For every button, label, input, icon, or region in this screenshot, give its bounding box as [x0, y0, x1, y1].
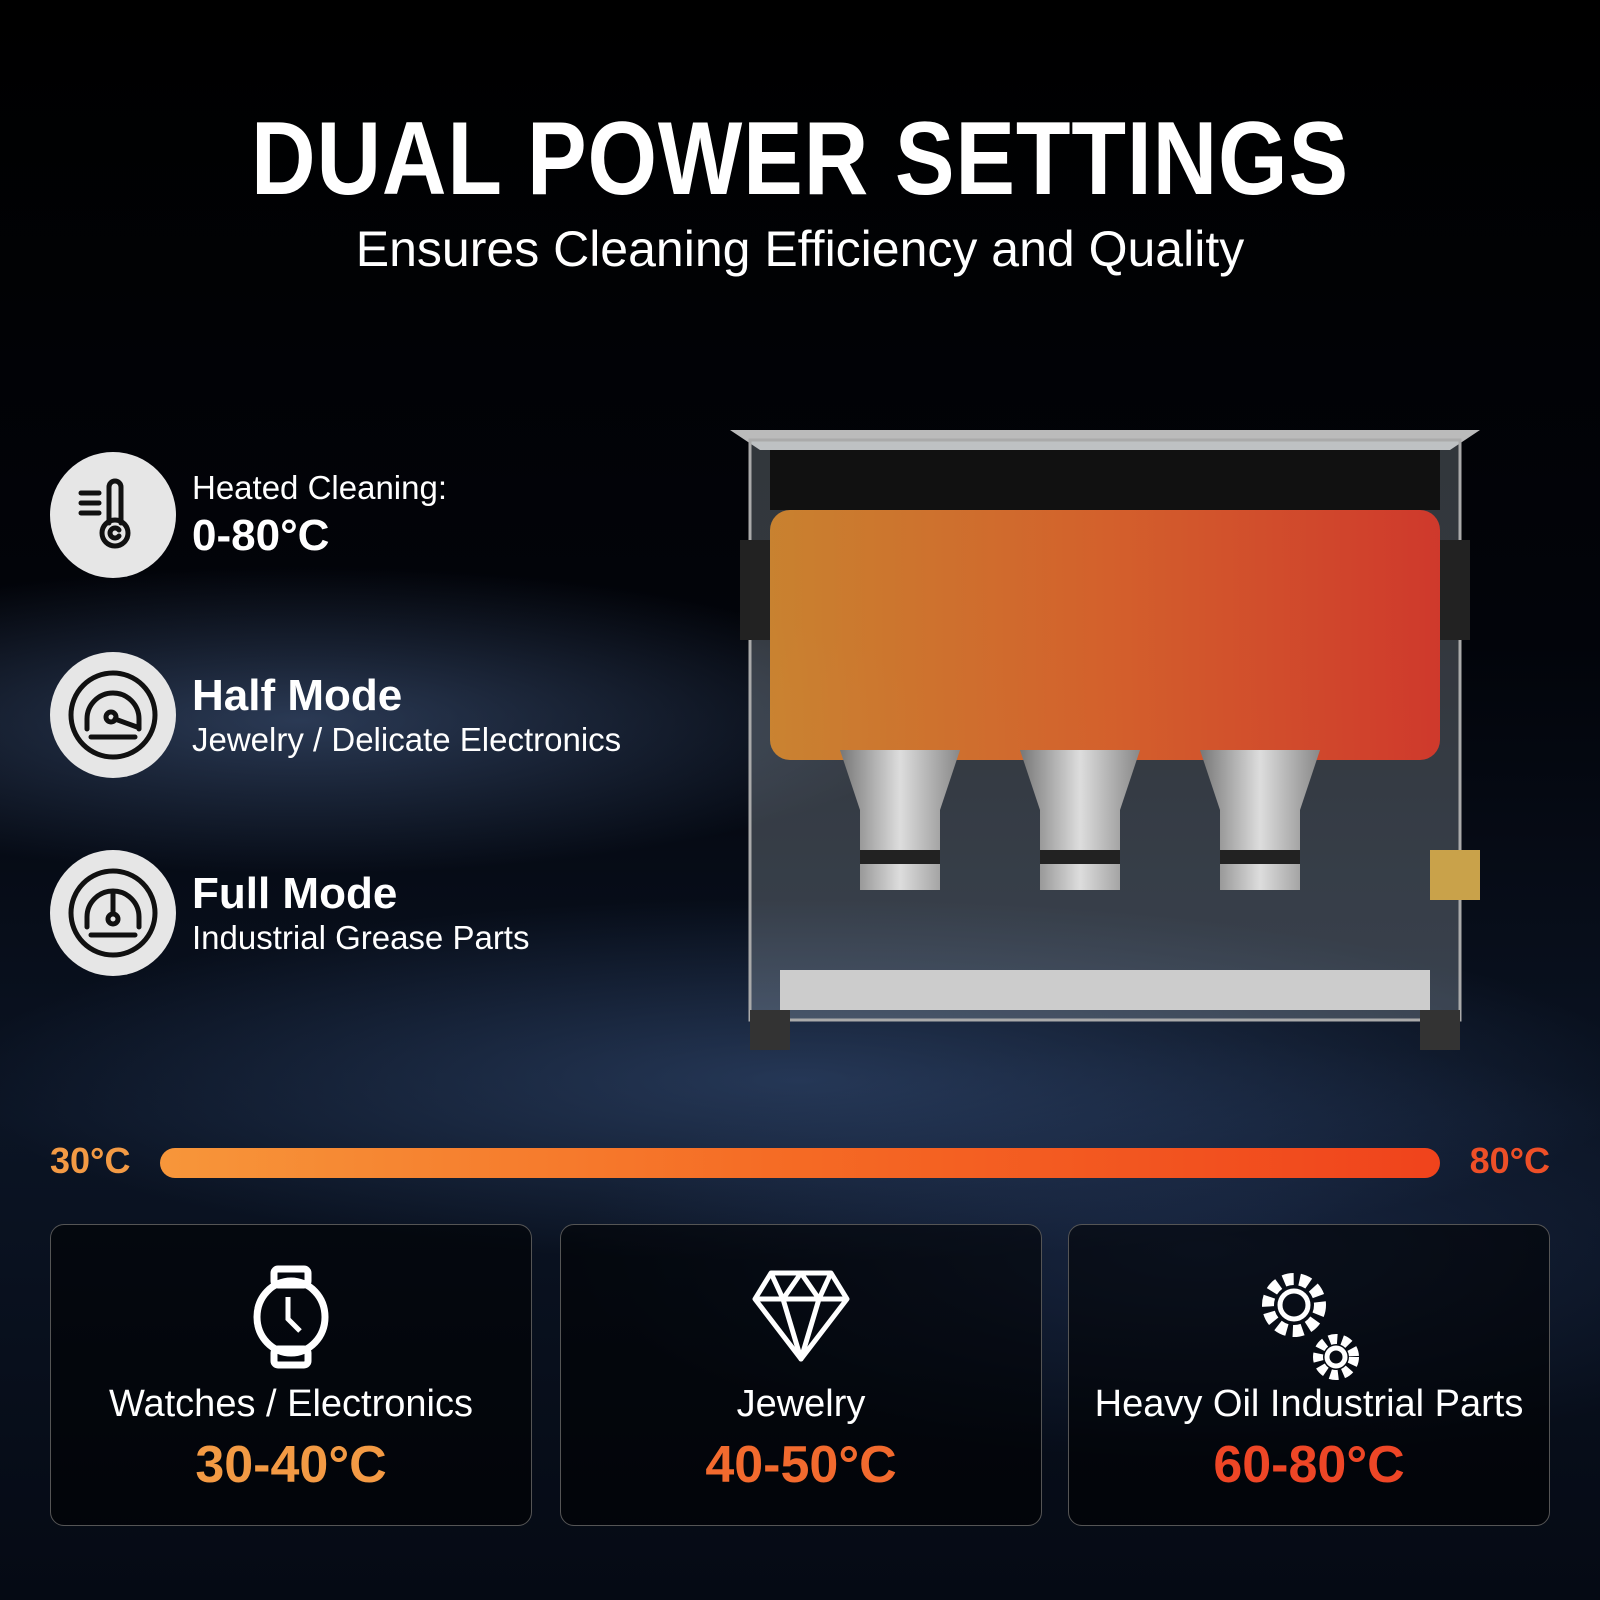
- diamond-icon: [752, 1270, 850, 1362]
- feature-label: Full Mode: [192, 869, 398, 918]
- card-temp: 30-40°C: [195, 1436, 387, 1494]
- feature-label: Half Mode: [192, 671, 403, 720]
- temperature-max-label: 80°C: [1469, 1140, 1550, 1181]
- feature-value: Industrial Grease Parts: [192, 919, 530, 956]
- ultrasonic-cleaner-image: [730, 430, 1480, 1050]
- card-name: Jewelry: [736, 1383, 866, 1425]
- feature-label: Heated Cleaning:: [192, 469, 448, 506]
- feature-value: 0-80°C: [192, 511, 330, 560]
- feature-heated-cleaning: Heated Cleaning: 0-80°C: [50, 452, 447, 578]
- temperature-min-label: 30°C: [50, 1140, 131, 1181]
- page-title: DUAL POWER SETTINGS: [251, 101, 1349, 217]
- feature-value: Jewelry / Delicate Electronics: [192, 721, 622, 758]
- card-temp: 60-80°C: [1213, 1436, 1405, 1494]
- card-name: Watches / Electronics: [109, 1383, 473, 1425]
- thermometer-icon: [50, 452, 176, 578]
- card-jewelry: Jewelry 40-50°C: [560, 1224, 1042, 1526]
- full-gauge-icon: [50, 850, 176, 976]
- feature-half-mode: Half Mode Jewelry / Delicate Electronics: [50, 652, 621, 778]
- temperature-range-bar: 30°C 80°C: [50, 1140, 1550, 1190]
- card-watches-electronics: Watches / Electronics 30-40°C: [50, 1224, 532, 1526]
- card-temp: 40-50°C: [705, 1436, 897, 1494]
- feature-full-mode: Full Mode Industrial Grease Parts: [50, 850, 529, 976]
- page-subtitle: Ensures Cleaning Efficiency and Quality: [355, 221, 1245, 277]
- temperature-gradient: [160, 1148, 1440, 1178]
- gears-icon: [1262, 1273, 1359, 1380]
- card-name: Heavy Oil Industrial Parts: [1094, 1383, 1524, 1425]
- card-heavy-oil-industrial-parts: Heavy Oil Industrial Parts 60-80°C: [1068, 1224, 1550, 1526]
- watch-icon: [253, 1265, 329, 1369]
- half-gauge-icon: [50, 652, 176, 778]
